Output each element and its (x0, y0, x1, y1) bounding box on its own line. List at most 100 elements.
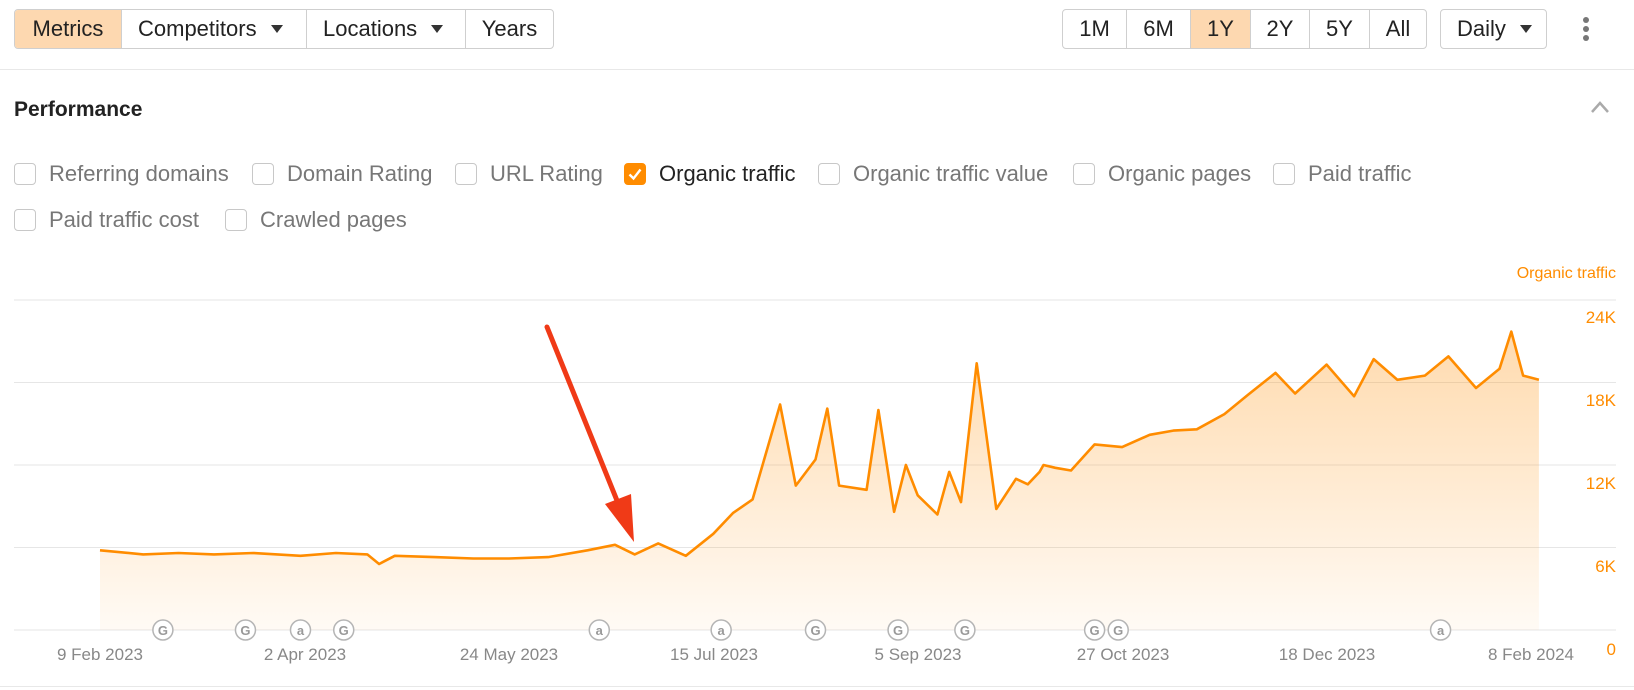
checkbox-box[interactable] (14, 209, 36, 231)
x-tick-label: 5 Sep 2023 (875, 645, 962, 664)
tab-locations[interactable]: Locations (307, 10, 466, 48)
marker-label: a (297, 623, 305, 638)
checkbox-label: Organic traffic (659, 161, 796, 186)
caret-down-icon (1519, 25, 1532, 33)
google-update-marker: G (332, 619, 355, 641)
arrow-head-icon (605, 494, 634, 542)
marker-circle (887, 619, 909, 641)
tab-metrics-label: Metrics (32, 16, 104, 41)
range-2y-button[interactable]: 2Y (1251, 10, 1310, 48)
checkbox-box[interactable] (252, 163, 274, 185)
y-tick-label: 6K (1595, 557, 1616, 576)
y-tick-label: 12K (1586, 474, 1617, 493)
checkbox-url-rating[interactable]: URL Rating (455, 161, 603, 187)
marker-circle (588, 619, 611, 641)
checkbox-organic-traffic-value[interactable]: Organic traffic value (818, 161, 1048, 187)
checkbox-box[interactable] (455, 163, 477, 185)
checkbox-referring-domains[interactable]: Referring domains (14, 161, 229, 187)
tab-competitors-label: Competitors (138, 16, 257, 41)
marker-circle (289, 619, 312, 641)
interval-dropdown[interactable]: Daily (1440, 9, 1547, 49)
checkbox-crawled-pages[interactable]: Crawled pages (225, 207, 407, 233)
google-update-marker: G (152, 619, 174, 641)
checkbox-label: Referring domains (49, 161, 229, 186)
checkbox-box[interactable] (14, 163, 36, 185)
google-update-marker: G (1083, 619, 1106, 641)
google-update-marker: G (1107, 619, 1129, 641)
ahrefs-update-marker: a (588, 619, 611, 641)
y-tick-label: 18K (1586, 391, 1617, 410)
marker-label: a (718, 623, 726, 638)
checkbox-paid-traffic[interactable]: Paid traffic (1273, 161, 1412, 187)
toolbar: Metrics Competitors Locations Years 1M 6… (0, 0, 1634, 70)
range-1y-label: 1Y (1207, 16, 1234, 41)
range-5y-button[interactable]: 5Y (1310, 10, 1370, 48)
marker-circle (152, 619, 174, 641)
range-1m-button[interactable]: 1M (1063, 10, 1127, 48)
range-6m-button[interactable]: 6M (1127, 10, 1191, 48)
checkbox-box[interactable] (624, 163, 646, 185)
marker-label: G (240, 623, 250, 638)
google-update-marker: G (887, 619, 909, 641)
checkmark-icon (628, 168, 642, 181)
x-tick-label: 18 Dec 2023 (1279, 645, 1375, 664)
range-2y-label: 2Y (1266, 16, 1294, 41)
checkbox-organic-pages[interactable]: Organic pages (1073, 161, 1251, 187)
kebab-menu-icon[interactable] (1576, 14, 1596, 44)
checkbox-label: Organic traffic value (853, 161, 1049, 186)
marker-label: G (810, 623, 820, 638)
google-update-marker: G (804, 619, 827, 641)
google-update-marker: G (954, 619, 976, 641)
y-axis-label: Organic traffic (1517, 265, 1616, 282)
marker-label: a (1437, 623, 1445, 638)
ahrefs-update-marker: a (1429, 619, 1452, 641)
y-tick-label: 24K (1586, 308, 1617, 327)
range-all-label: All (1385, 16, 1411, 41)
caret-down-icon (431, 25, 444, 33)
checkbox-box[interactable] (225, 209, 247, 231)
x-tick-label: 8 Feb 2024 (1488, 645, 1574, 664)
marker-circle (1083, 619, 1106, 641)
marker-label: G (893, 623, 903, 638)
marker-circle (1429, 619, 1452, 641)
checkbox-label: URL Rating (490, 161, 603, 186)
range-1y-button[interactable]: 1Y (1191, 10, 1251, 48)
checkbox-domain-rating[interactable]: Domain Rating (252, 161, 433, 187)
tab-years[interactable]: Years (466, 10, 553, 48)
marker-circle (804, 619, 827, 641)
checkbox-box[interactable] (1073, 163, 1095, 185)
range-5y-label: 5Y (1326, 16, 1353, 41)
view-tabs: Metrics Competitors Locations Years (14, 9, 554, 49)
tab-competitors[interactable]: Competitors (122, 10, 307, 48)
checkbox-organic-traffic[interactable]: Organic traffic (624, 161, 796, 187)
tab-locations-label: Locations (323, 16, 418, 41)
x-tick-label: 2 Apr 2023 (264, 645, 346, 664)
checkbox-label: Paid traffic cost (49, 207, 199, 232)
checkbox-label: Crawled pages (260, 207, 407, 232)
marker-circle (954, 619, 976, 641)
tab-metrics[interactable]: Metrics (15, 10, 122, 48)
x-tick-label: 9 Feb 2023 (57, 645, 143, 664)
marker-circle (710, 619, 732, 641)
x-tick-label: 15 Jul 2023 (670, 645, 758, 664)
range-1m-label: 1M (1079, 16, 1110, 41)
range-6m-label: 6M (1143, 16, 1174, 41)
checkbox-box[interactable] (818, 163, 840, 185)
marker-label: G (1113, 623, 1123, 638)
chevron-up-icon[interactable] (1590, 100, 1610, 116)
x-tick-label: 24 May 2023 (460, 645, 558, 664)
divider (0, 686, 1634, 687)
marker-circle (1107, 619, 1129, 641)
arrow-shaft (544, 324, 623, 511)
ahrefs-update-marker: a (289, 619, 312, 641)
marker-circle (234, 619, 257, 641)
checkbox-box[interactable] (1273, 163, 1295, 185)
marker-label: G (158, 623, 168, 638)
marker-circle (332, 619, 355, 641)
checkbox-label: Organic pages (1108, 161, 1252, 186)
range-selector: 1M 6M 1Y 2Y 5Y All (1062, 9, 1427, 49)
checkbox-paid-traffic-cost[interactable]: Paid traffic cost (14, 207, 199, 233)
ahrefs-update-marker: a (710, 619, 732, 641)
range-all-button[interactable]: All (1370, 10, 1426, 48)
